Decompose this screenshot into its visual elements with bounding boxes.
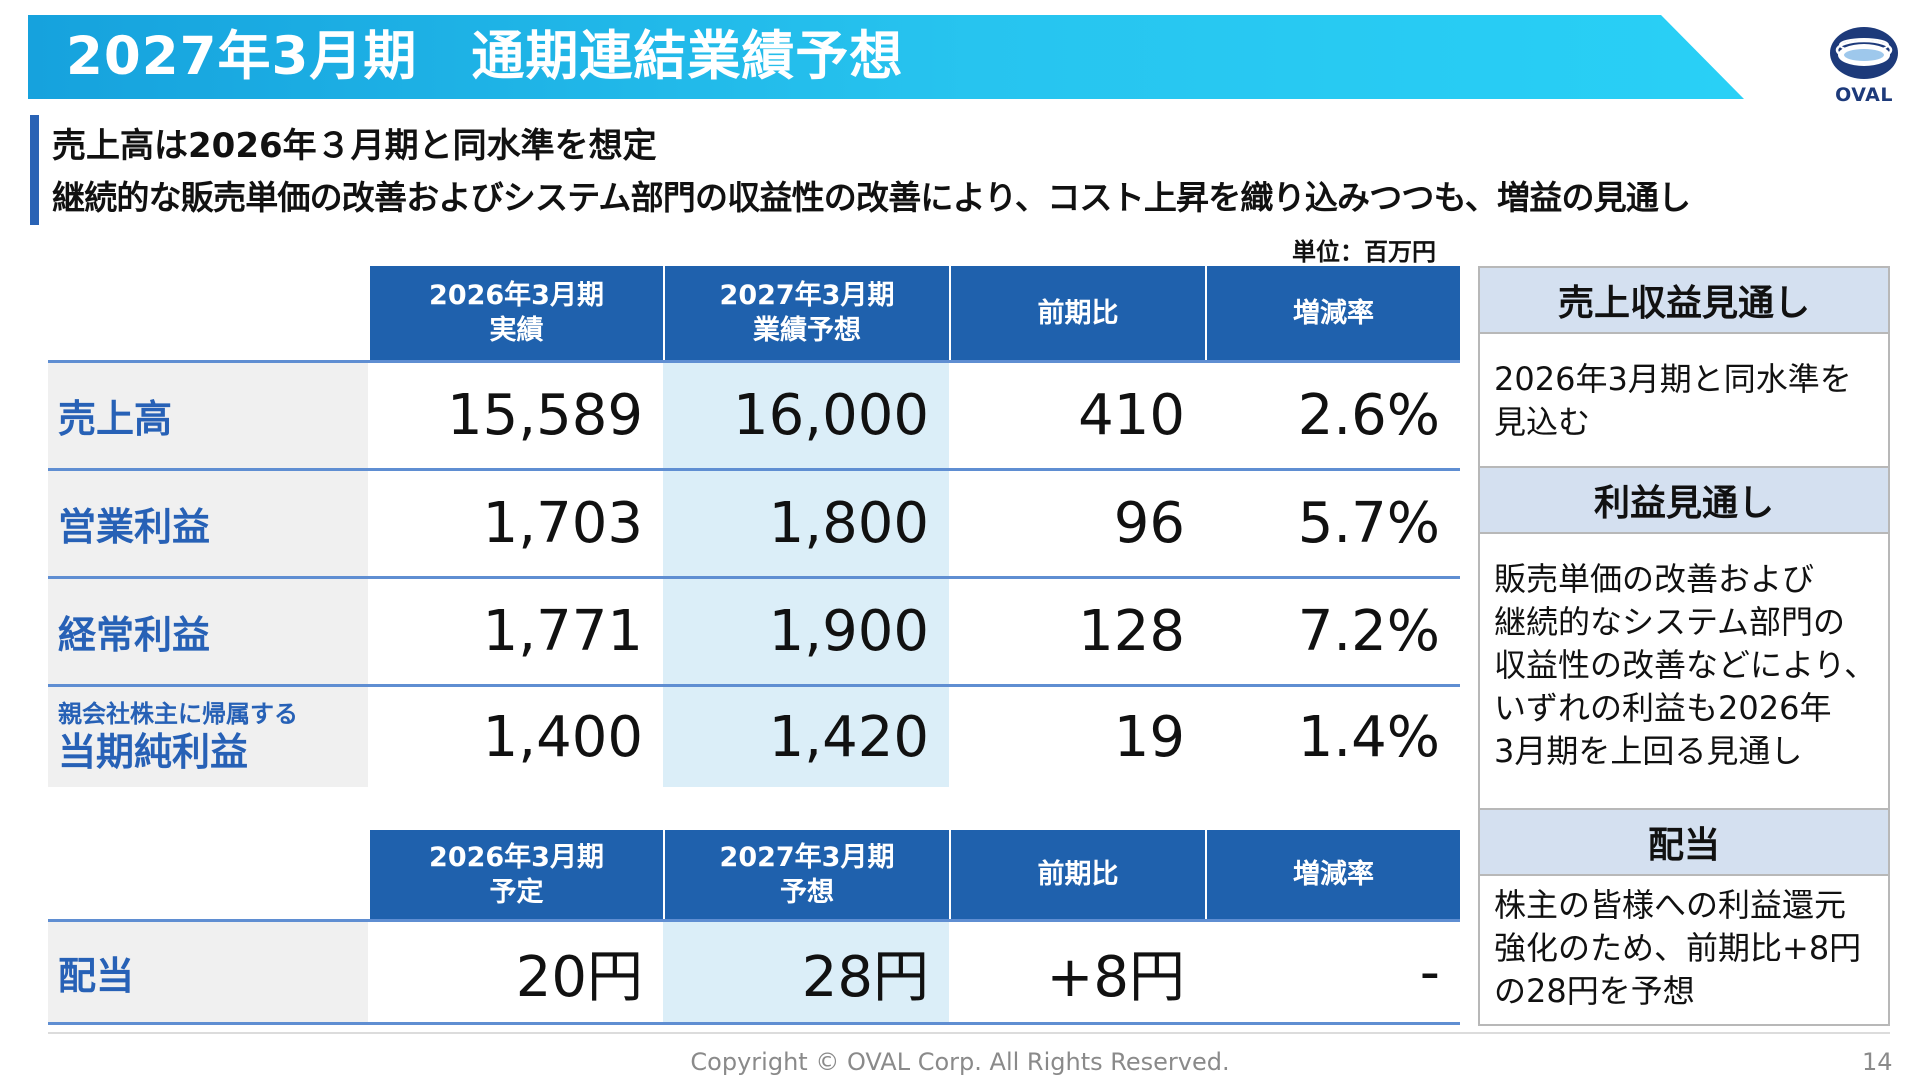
dividend-table: 2026年3月期 予定 2027年3月期 予想 前期比 増減率 配当 20円 2… [48, 830, 1460, 1025]
row-label-sales: 売上高 [48, 363, 368, 468]
dividend-actual: 20円 [515, 944, 643, 1010]
row-label-ordinary-income: 経常利益 [48, 579, 368, 684]
oval-logo-mark [1830, 27, 1898, 79]
sidebar-heading-dividend: 配当 [1480, 810, 1888, 874]
sidebar-body-sales-outlook: 2026年3月期と同水準を 見込む [1494, 360, 1852, 441]
sales-actual: 15,589 [447, 383, 643, 448]
net-income-actual: 1,400 [482, 704, 643, 770]
sidebar-heading-sales-outlook: 売上収益見通し [1480, 268, 1888, 332]
sidebar-divider [1480, 466, 1888, 468]
net-income-rate: 1.4% [1297, 704, 1440, 770]
operating-income-actual: 1,703 [482, 491, 643, 556]
dividend-header-yoy-change: 前期比 [949, 830, 1205, 919]
dividend-rate: - [1419, 939, 1440, 1005]
row-separator [48, 360, 1460, 363]
footer-divider [48, 1032, 1890, 1034]
row-separator [48, 576, 1460, 579]
row-separator [48, 1022, 1460, 1025]
row-separator [48, 684, 1460, 687]
ordinary-income-actual: 1,771 [482, 599, 643, 664]
row-label-operating-income: 営業利益 [48, 471, 368, 576]
sales-forecast: 16,000 [663, 363, 949, 468]
operating-income-forecast: 1,800 [663, 471, 949, 576]
net-income-label-prefix: 親会社株主に帰属する [58, 700, 298, 728]
row-separator [48, 468, 1460, 471]
header-change-rate: 増減率 [1205, 266, 1460, 360]
row-label-net-income: 親会社株主に帰属する 当期純利益 [48, 687, 368, 787]
sidebar-body-profit-outlook: 販売単価の改善および 継続的なシステム部門の 収益性の改善などにより、 いずれの… [1494, 560, 1877, 770]
header-blank [48, 830, 368, 919]
ordinary-income-rate: 7.2% [1297, 599, 1440, 664]
logo-text: OVAL [1835, 84, 1893, 106]
header-2027-forecast: 2027年3月期 業績予想 [663, 266, 949, 360]
ordinary-income-forecast: 1,900 [663, 579, 949, 684]
title-banner [28, 15, 1744, 99]
results-table: 2026年3月期 実績 2027年3月期 業績予想 前期比 増減率 売上高 15… [48, 266, 1460, 787]
sales-rate: 2.6% [1297, 383, 1440, 448]
dividend-header-2026-planned: 2026年3月期 予定 [368, 830, 663, 919]
page-title: 2027年3月期 通期連結業績予想 [66, 26, 904, 87]
sidebar-divider [1480, 808, 1888, 810]
sidebar-heading-profit-outlook: 利益見通し [1480, 468, 1888, 532]
summary: 売上高は2026年３月期と同水準を想定 継続的な販売単価の改善およびシステム部門… [52, 120, 1691, 224]
row-label-dividend: 配当 [48, 922, 368, 1022]
header-blank [48, 266, 368, 360]
operating-income-change: 96 [1113, 491, 1185, 556]
header-2026-actual: 2026年3月期 実績 [368, 266, 663, 360]
sidebar-body-dividend: 株主の皆様への利益還元 強化のため、前期比+8円 の28円を予想 [1494, 886, 1862, 1010]
sidebar-divider [1480, 532, 1888, 534]
net-income-label: 当期純利益 [58, 730, 249, 774]
row-separator [48, 919, 1460, 922]
dividend-change: +8円 [1046, 944, 1185, 1010]
summary-line-1: 売上高は2026年３月期と同水準を想定 [52, 126, 657, 166]
summary-accent-bar [30, 115, 39, 225]
dividend-forecast: 28円 [663, 922, 949, 1022]
ordinary-income-change: 128 [1078, 599, 1185, 664]
dividend-header-2027-forecast: 2027年3月期 予想 [663, 830, 949, 919]
oval-logo: OVAL [1828, 24, 1900, 108]
page-number: 14 [1862, 1048, 1893, 1076]
net-income-change: 19 [1113, 704, 1185, 770]
summary-line-2: 継続的な販売単価の改善およびシステム部門の収益性の改善により、コスト上昇を織り込… [52, 178, 1691, 217]
operating-income-rate: 5.7% [1297, 491, 1440, 556]
sidebar-divider [1480, 874, 1888, 876]
outlook-sidebar: 売上収益見通し 2026年3月期と同水準を 見込む 利益見通し 販売単価の改善お… [1478, 266, 1890, 1026]
unit-label: 単位：百万円 [1292, 238, 1436, 266]
copyright-text: Copyright © OVAL Corp. All Rights Reserv… [690, 1048, 1230, 1076]
sidebar-divider [1480, 332, 1888, 334]
sales-change: 410 [1078, 383, 1185, 448]
net-income-forecast: 1,420 [663, 687, 949, 787]
dividend-header-change-rate: 増減率 [1205, 830, 1460, 919]
header-yoy-change: 前期比 [949, 266, 1205, 360]
